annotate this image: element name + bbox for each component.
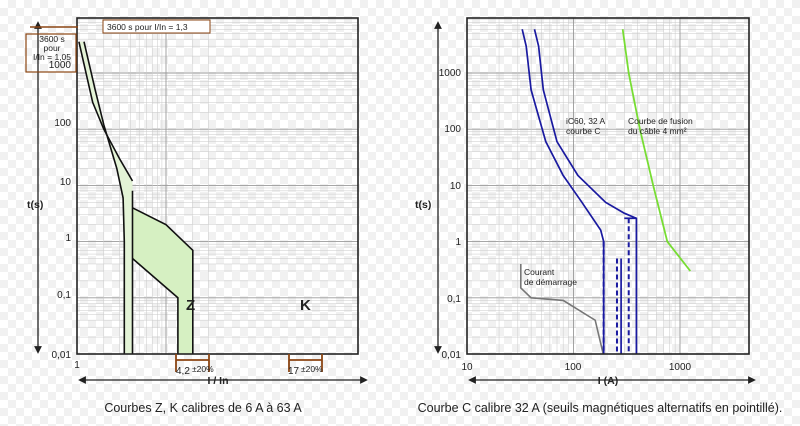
left-y-tick-label: 0,01 <box>52 350 72 361</box>
series-label-k: K <box>300 297 311 314</box>
annotation-box-1-05 <box>25 33 77 73</box>
right-x-tick-label: 1000 <box>669 362 692 373</box>
x-range-label-k: 17 <box>288 366 300 377</box>
left-x-axis-label: I / In <box>208 375 229 387</box>
chart-right: t(s) 1000 100 10 1 0,1 0,01 10 100 1000 … <box>415 17 783 415</box>
z-lower-curve <box>83 41 126 354</box>
left-x-tick-label: 1 <box>74 360 80 371</box>
x-range-marker-z <box>175 354 210 372</box>
k-lower-curve <box>131 257 179 354</box>
right-y-axis-label: t(s) <box>415 199 431 211</box>
right-x-tick-label: 10 <box>461 362 473 373</box>
fusion-cable-curve <box>621 29 692 272</box>
right-y-tick-label: 0,1 <box>447 294 461 305</box>
chart-left: t(s) 100 10 1 0,1 0,01 3600 s pour I/In = … <box>25 17 368 415</box>
right-y-tick-label: 0,01 <box>442 350 462 361</box>
left-plot-frame <box>76 17 359 355</box>
left-y-tick-label: 1 <box>65 233 71 244</box>
annotation-fusion-cable: Courbe de fusion du câble 4 mm² <box>628 116 693 136</box>
right-y-tick-label: 10 <box>450 181 462 192</box>
annotation-number-1000: 1000 <box>49 60 72 71</box>
right-curves <box>520 29 692 355</box>
left-grid <box>76 18 358 355</box>
ic60-max-curve <box>533 29 638 354</box>
left-y-tick-label: 0,1 <box>57 290 71 301</box>
annotation-box-1-3 <box>102 19 211 34</box>
x-range-label-z: 4,2 <box>176 366 190 377</box>
ic60-min-curve <box>521 29 605 354</box>
right-caption: Courbe C calibre 32 A (seuils magnétique… <box>418 401 783 415</box>
x-range-tolerance-z: ±20% <box>192 364 214 374</box>
z-band-fill <box>78 41 133 354</box>
left-y-axis-label: t(s) <box>27 199 43 211</box>
demarrage-curve <box>520 264 604 355</box>
x-range-marker-k <box>288 354 323 372</box>
annotation-3600-1-3: 3600 s pour I/In = 1,3 <box>107 22 188 32</box>
z-upper-curve <box>78 41 134 182</box>
left-y-tick-label: 100 <box>54 118 71 129</box>
x-range-tolerance-k: ±20% <box>301 364 323 374</box>
right-x-axis-label: I (A) <box>598 375 618 387</box>
left-curves <box>78 41 194 354</box>
right-x-tick-label: 100 <box>565 362 582 373</box>
right-grid <box>466 18 749 355</box>
left-y-tick-label: 10 <box>60 177 72 188</box>
k-upper-curve <box>132 207 194 354</box>
k-band-fill <box>132 207 193 354</box>
series-label-z: Z <box>186 297 195 314</box>
annotation-courant-demarrage: Courant de démarrage <box>524 267 577 287</box>
left-caption: Courbes Z, K calibres de 6 A à 63 A <box>104 401 302 415</box>
left-band-fills <box>78 41 193 354</box>
right-y-tick-label: 1 <box>455 237 461 248</box>
annotation-3600-1-05: 3600 s pour I/In = 1,05 <box>33 34 71 62</box>
right-plot-frame <box>466 17 750 355</box>
right-y-tick-label: 1000 <box>439 68 462 79</box>
right-y-tick-label: 100 <box>444 124 461 135</box>
